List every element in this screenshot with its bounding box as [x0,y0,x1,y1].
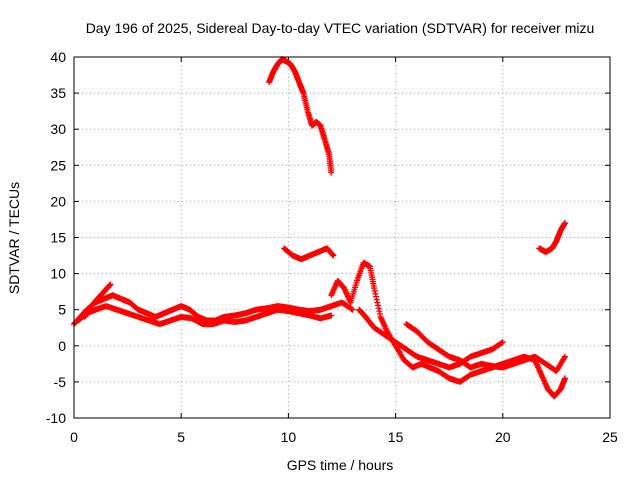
y-tick-label: 5 [58,302,66,318]
x-tick-label: 20 [495,429,511,445]
y-tick-label: 35 [50,85,66,101]
data-point [328,169,335,176]
y-tick-label: 10 [50,266,66,282]
y-tick-label: 15 [50,230,66,246]
data-point [561,375,568,382]
y-tick-label: 25 [50,157,66,173]
series-arc-main-1 [71,292,356,328]
series-arc-storm [328,259,568,400]
x-axis-label: GPS time / hours [287,457,394,473]
x-tick-label: 5 [177,429,185,445]
y-tick-label: 30 [50,121,66,137]
x-tick-label: 10 [281,429,297,445]
x-tick-label: 25 [602,429,618,445]
x-tick-label: 15 [388,429,404,445]
data-point [330,252,337,259]
series-arc-high [266,56,335,176]
series-arc-late [403,321,568,375]
y-tick-label: -5 [54,374,67,390]
data-point [499,339,506,346]
series-arc-mid [281,245,337,263]
data-points [71,56,568,400]
data-point [498,339,505,346]
data-point [561,220,568,227]
x-tick-label: 0 [70,429,78,445]
data-point [348,305,355,312]
data-point [349,306,356,313]
y-tick-label: 40 [50,49,66,65]
y-tick-label: 0 [58,338,66,354]
data-point [328,312,335,319]
data-point [107,281,114,288]
series-arc-branch [356,306,506,371]
grid [74,57,610,418]
chart-title: Day 196 of 2025, Sidereal Day-to-day VTE… [86,20,595,36]
plot-frame [73,56,611,419]
y-tick-label: 20 [50,193,66,209]
series-arc-end [536,220,568,255]
y-tick-label: -10 [46,410,66,426]
tick-labels: 0 5 10 15 20 25 -10 -5 0 5 10 15 20 25 30 35 40 [46,49,618,445]
series-arc-rise [81,281,114,320]
data-point [561,353,568,360]
y-axis-label: SDTVAR / TECUs [6,182,22,294]
